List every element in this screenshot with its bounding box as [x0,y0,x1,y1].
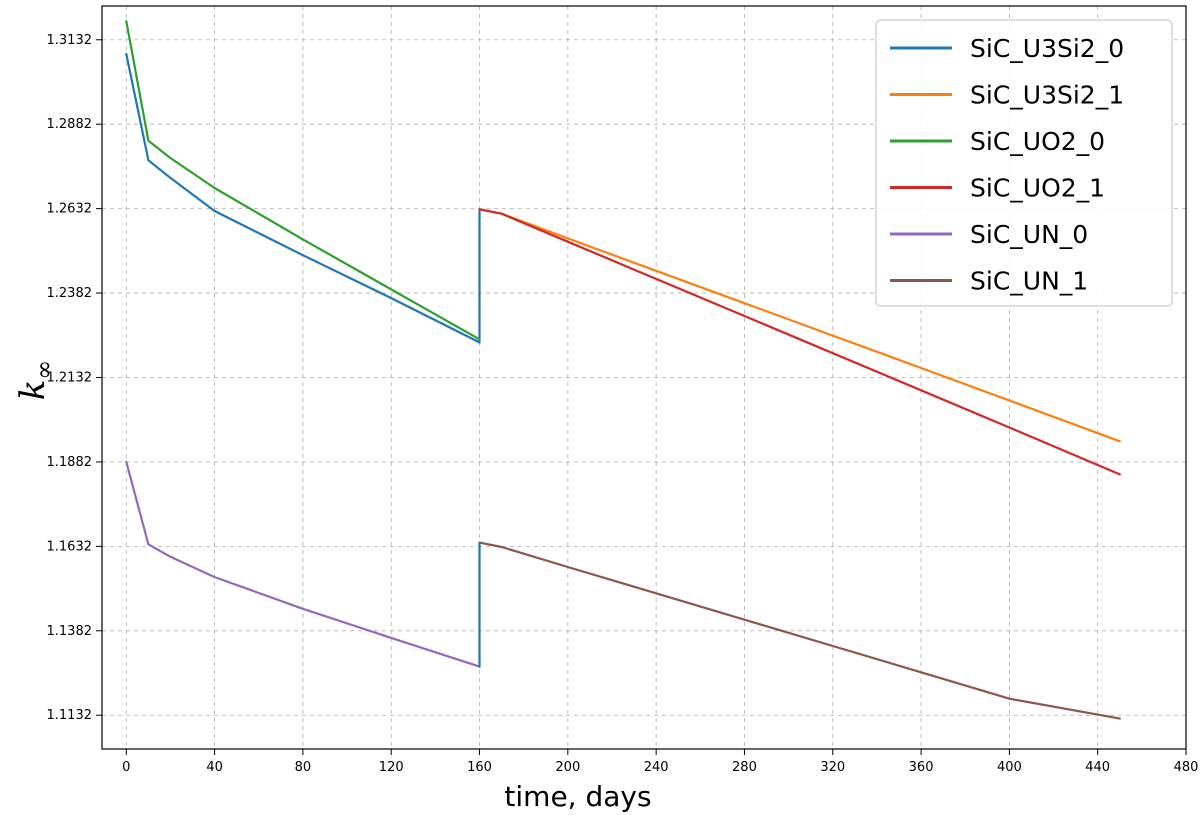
legend-label: SiC_UO2_1 [970,174,1105,203]
x-tick-label: 120 [379,760,404,775]
x-tick-label: 320 [820,760,845,775]
series-line-sic-uo2-0 [125,20,481,341]
x-tick-label: 400 [997,760,1022,775]
y-axis-title-subscript: ∞ [30,360,58,380]
x-axis: 0 40 80 120 160 200 240 280 320 360 400 440 480 [122,749,1198,775]
x-tick-label: 80 [295,760,312,775]
legend: SiC_U3Si2_0 SiC_U3Si2_1 SiC_UO2_0 SiC_UO2_1… [875,19,1173,307]
legend-label: SiC_U3Si2_1 [970,81,1124,110]
y-axis-title: k∞ [13,360,58,401]
series-line-sic-uo2-1 [478,208,1121,476]
x-tick-label: 360 [909,760,934,775]
x-tick-label: 160 [467,760,492,775]
svg-text:k∞: k∞ [13,360,58,401]
legend-label: SiC_UN_1 [970,267,1088,296]
y-tick-label: 1.3132 [47,33,93,48]
x-tick-label: 480 [1174,760,1199,775]
y-tick-label: 1.1382 [47,624,93,639]
y-tick-label: 1.1882 [47,455,93,470]
y-axis: 1.1132 1.1382 1.1632 1.1882 1.2132 1.2382 1.26… [47,33,102,723]
x-axis-title: time, days [504,780,651,813]
y-tick-label: 1.2882 [47,117,93,132]
x-tick-label: 440 [1085,760,1110,775]
y-tick-label: 1.2632 [47,202,93,217]
y-tick-label: 1.1132 [47,708,93,723]
y-tick-label: 1.2132 [47,371,93,386]
legend-label: SiC_U3Si2_0 [970,34,1124,63]
legend-label: SiC_UO2_0 [970,127,1105,156]
y-tick-label: 1.1632 [47,539,93,554]
series-line-sic-u3si2-0 [125,52,481,344]
series-line-sic-un-0 [125,460,481,668]
series-lines [125,20,1121,720]
x-tick-label: 0 [122,760,130,775]
y-tick-label: 1.2382 [47,286,93,301]
series-line-sic-un-1 [478,541,1121,720]
x-tick-label: 40 [206,760,223,775]
x-tick-label: 240 [644,760,669,775]
x-tick-label: 280 [732,760,757,775]
x-tick-label: 200 [555,760,580,775]
y-axis-title-main: k [13,380,53,401]
legend-label: SiC_UN_0 [970,220,1088,249]
